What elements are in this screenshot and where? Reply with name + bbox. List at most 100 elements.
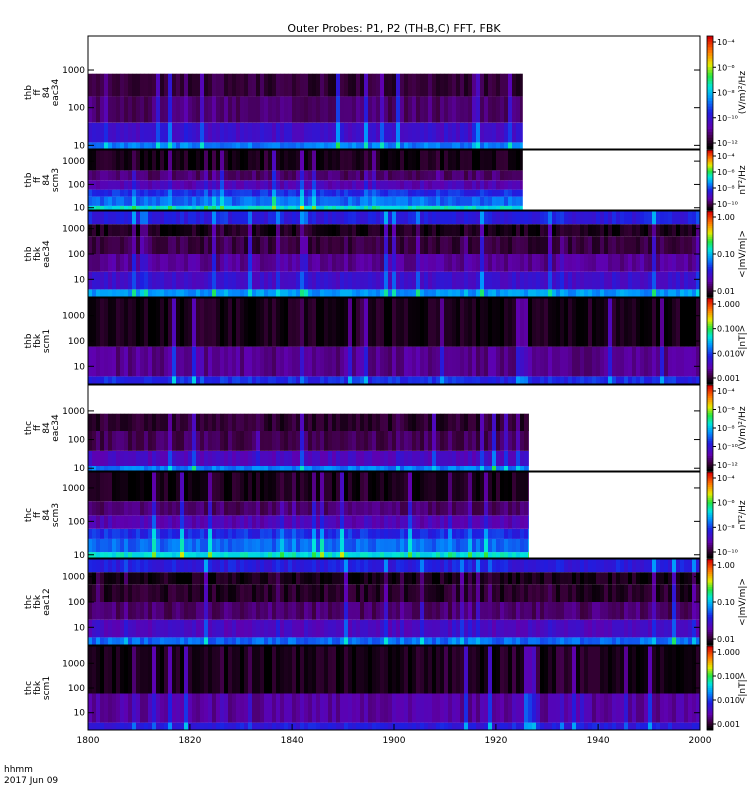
spectrogram-cell bbox=[600, 584, 605, 602]
spectrogram-cell bbox=[184, 224, 189, 237]
spectrogram-cell bbox=[584, 619, 589, 638]
colorbar-segment bbox=[707, 584, 713, 588]
spectrogram-cell bbox=[196, 572, 201, 585]
spectrogram-cell bbox=[424, 122, 429, 143]
spectrogram-cell bbox=[364, 559, 369, 573]
spectrogram-cell bbox=[592, 602, 597, 620]
spectrogram-cell bbox=[276, 637, 281, 645]
colorbar-segment bbox=[707, 621, 713, 624]
spectrogram-cell bbox=[128, 515, 133, 529]
spectrogram-cell bbox=[652, 584, 657, 602]
spectrogram-cell bbox=[420, 451, 425, 466]
spectrogram-cell bbox=[372, 552, 377, 558]
spectrogram-cell bbox=[640, 289, 645, 297]
spectrogram-cell bbox=[336, 602, 341, 620]
colorbar-segment bbox=[707, 638, 713, 642]
spectrogram-cell bbox=[240, 602, 245, 620]
spectrogram-cell bbox=[596, 602, 601, 620]
colorbar-segment bbox=[707, 140, 713, 144]
spectrogram-cell bbox=[380, 142, 385, 149]
spectrogram-cell bbox=[672, 559, 677, 573]
spectrogram-cell bbox=[400, 602, 405, 620]
spectrogram-cell bbox=[520, 637, 525, 645]
spectrogram-cell bbox=[416, 637, 421, 645]
spectrogram-cell bbox=[88, 180, 93, 190]
spectrogram-cell bbox=[588, 619, 593, 638]
spectrogram-cell bbox=[596, 224, 601, 237]
spectrogram-cell bbox=[384, 73, 389, 97]
spectrogram-cell bbox=[100, 254, 105, 272]
spectrogram-cell bbox=[408, 289, 413, 297]
panel-label-line: 84 bbox=[42, 422, 52, 434]
spectrogram-cell bbox=[240, 180, 245, 190]
colorbar-segment bbox=[707, 266, 713, 270]
spectrogram-cell bbox=[412, 254, 417, 272]
spectrogram-cell bbox=[132, 466, 137, 471]
spectrogram-cell bbox=[488, 122, 493, 143]
spectrogram-cell bbox=[300, 224, 305, 237]
spectrogram-cell bbox=[312, 254, 317, 272]
spectrogram-cell bbox=[352, 211, 357, 225]
spectrogram-cell bbox=[352, 376, 357, 384]
spectrogram-cell bbox=[400, 254, 405, 272]
spectrogram-cell bbox=[324, 196, 329, 206]
colorbar-segment bbox=[707, 199, 713, 202]
spectrogram-cell bbox=[472, 619, 477, 638]
spectrogram-cell bbox=[256, 142, 261, 149]
spectrogram-cell bbox=[112, 189, 117, 197]
spectrogram-cell bbox=[408, 559, 413, 573]
spectrogram-cell bbox=[380, 96, 385, 123]
spectrogram-cell bbox=[480, 584, 485, 602]
spectrogram-cell bbox=[212, 584, 217, 602]
spectrogram-cell bbox=[364, 189, 369, 197]
spectrogram-cell bbox=[408, 619, 413, 638]
spectrogram-cell bbox=[488, 254, 493, 272]
spectrogram-cell bbox=[484, 211, 489, 225]
spectrogram-cell bbox=[480, 196, 485, 206]
spectrogram-cell bbox=[428, 602, 433, 620]
spectrogram-cell bbox=[216, 298, 221, 347]
spectrogram-cell bbox=[148, 515, 153, 529]
spectrogram-cell bbox=[620, 584, 625, 602]
spectrogram-cell bbox=[488, 189, 493, 197]
spectrogram-cell bbox=[344, 142, 349, 149]
spectrogram-cell bbox=[220, 552, 225, 558]
spectrogram-cell bbox=[256, 501, 261, 516]
spectrogram-cell bbox=[612, 559, 617, 573]
spectrogram-cell bbox=[252, 298, 257, 347]
spectrogram-cell bbox=[432, 619, 437, 638]
plot-frame bbox=[87, 35, 701, 150]
spectrogram-cell bbox=[336, 559, 341, 573]
spectrogram-cell bbox=[508, 236, 513, 254]
spectrogram-cell bbox=[340, 472, 345, 502]
spectrogram-cell bbox=[420, 584, 425, 602]
spectrogram-cell bbox=[492, 170, 497, 181]
spectrogram-cell bbox=[288, 515, 293, 529]
spectrogram-cell bbox=[328, 96, 333, 123]
spectrogram-cell bbox=[276, 466, 281, 471]
spectrogram-cell bbox=[296, 501, 301, 516]
spectrogram-cell bbox=[560, 584, 565, 602]
spectrogram-cell bbox=[216, 552, 221, 558]
spectrogram-cell bbox=[188, 180, 193, 190]
spectrogram-cell bbox=[368, 73, 373, 97]
spectrogram-cell bbox=[424, 501, 429, 516]
spectrogram-cell bbox=[152, 254, 157, 272]
spectrogram-cell bbox=[192, 528, 197, 539]
spectrogram-cell bbox=[164, 472, 169, 502]
colorbar-segment bbox=[707, 169, 713, 172]
spectrogram-cell bbox=[240, 619, 245, 638]
spectrogram-cell bbox=[268, 466, 273, 471]
spectrogram-cell bbox=[452, 211, 457, 225]
spectrogram-cell bbox=[552, 346, 557, 377]
spectrogram-cell bbox=[112, 515, 117, 529]
colorbar-tick-label: 10⁻⁴ bbox=[717, 38, 735, 47]
spectrogram-cell bbox=[636, 637, 641, 645]
spectrogram-cell bbox=[184, 552, 189, 558]
spectrogram-cell bbox=[188, 170, 193, 181]
spectrogram-cell bbox=[360, 376, 365, 384]
spectrogram-cell bbox=[288, 376, 293, 384]
spectrogram-cell bbox=[680, 271, 685, 290]
spectrogram-cell bbox=[140, 180, 145, 190]
spectrogram-cell bbox=[212, 298, 217, 347]
